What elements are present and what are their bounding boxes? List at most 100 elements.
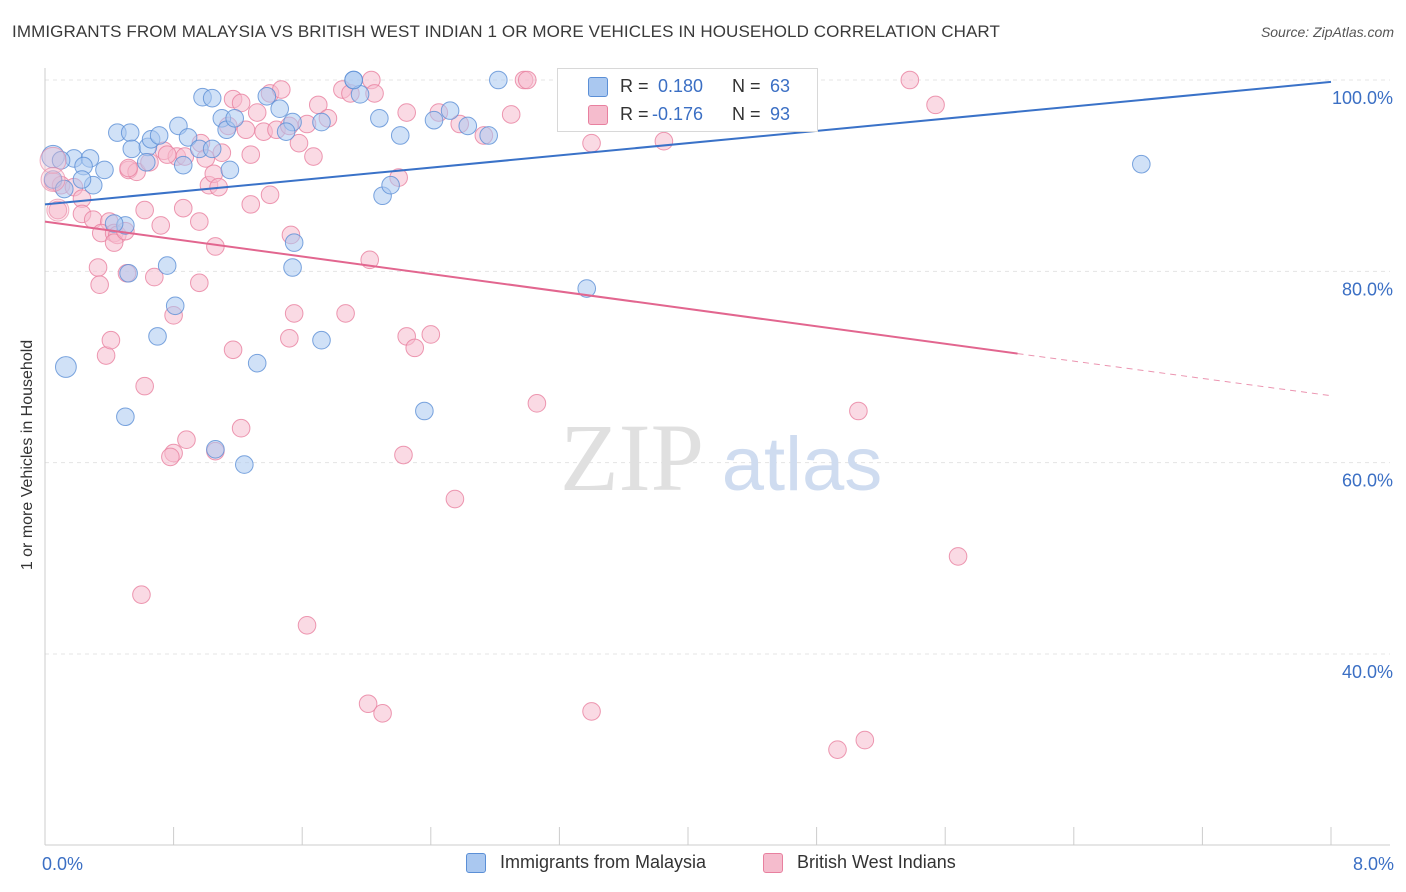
malaysia-point [424, 110, 444, 130]
bwi-point [145, 267, 164, 287]
n-label: N = [732, 104, 761, 124]
malaysia-point [178, 128, 198, 147]
malaysia-point [312, 112, 331, 132]
bwi-point [173, 198, 193, 218]
malaysia-point [381, 175, 400, 195]
malaysia-point [344, 70, 363, 90]
bwi-point [223, 340, 243, 360]
malaysia-point [257, 86, 277, 106]
bwi-point [405, 338, 425, 358]
malaysia-point [165, 296, 185, 316]
y-axis-label: 1 or more Vehicles in Household [19, 339, 36, 571]
bwi-point [39, 146, 67, 174]
malaysia-point [276, 122, 296, 141]
malaysia-point [220, 160, 240, 180]
malaysia-point [390, 126, 410, 145]
r-value: -0.176 [652, 104, 704, 124]
x-tick-label: 8.0% [1353, 854, 1394, 874]
malaysia-point [157, 256, 177, 275]
malaysia-point [95, 160, 114, 180]
bwi-point [421, 325, 441, 344]
y-tick-label: 100.0% [1332, 88, 1393, 108]
malaysia-point [149, 126, 169, 145]
bwi-point [241, 145, 261, 164]
malaysia-point [479, 126, 498, 145]
gridlines [45, 79, 1390, 655]
bwi-point [517, 70, 537, 90]
bwi-point [177, 430, 196, 450]
malaysia-point [1132, 154, 1151, 174]
malaysia-point [458, 116, 478, 136]
bwi-point [394, 445, 413, 465]
y-tick-label: 40.0% [1342, 662, 1393, 682]
malaysia-point [122, 139, 142, 159]
bwi-point [88, 258, 108, 277]
malaysia-trend-line [44, 80, 1332, 206]
malaysia-point [247, 353, 267, 373]
malaysia-point [72, 170, 92, 189]
malaysia-point [489, 70, 508, 90]
bwi-point [151, 216, 171, 235]
bwi-point [297, 616, 317, 635]
malaysia-point [284, 233, 304, 252]
malaysia-point [148, 327, 167, 346]
malaysia-point [173, 155, 193, 175]
bwi-point [135, 200, 154, 220]
bwi-point [231, 418, 251, 438]
legend-row-bwi: R = -0.176 N = 93 [558, 101, 817, 127]
malaysia-point [415, 401, 434, 421]
malaysia-point [120, 123, 140, 142]
malaysia-point [270, 99, 289, 118]
bwi-point [241, 195, 261, 214]
bwi-point [445, 489, 465, 509]
bwi-point [48, 200, 68, 220]
pink-swatch [763, 853, 783, 873]
bwi-point [119, 158, 138, 178]
bwi-point [132, 585, 151, 604]
blue-swatch [466, 853, 486, 873]
bwi-point [40, 166, 66, 192]
blue-swatch [588, 77, 608, 97]
bwi-point [336, 304, 355, 323]
malaysia-point [202, 88, 222, 108]
bwi-point [582, 133, 601, 153]
bwi-point [260, 185, 280, 205]
legend-row-malaysia: R = 0.180 N = 63 [558, 73, 817, 99]
malaysia-point [116, 407, 135, 427]
n-value: 93 [770, 104, 791, 124]
bwi-trend-extension [1017, 353, 1332, 397]
malaysia-point [440, 101, 460, 120]
malaysia-point [283, 258, 302, 277]
bwi-point [358, 694, 378, 714]
malaysia-point [312, 330, 331, 350]
bwi-trend-line [44, 220, 1018, 355]
bwi-point [289, 133, 309, 153]
malaysia-point [235, 455, 254, 474]
bwi-point [849, 401, 868, 421]
bwi-point [582, 702, 601, 721]
watermark-zip: ZIP [560, 404, 704, 511]
y-tick-label: 80.0% [1342, 279, 1393, 299]
axes [44, 68, 1390, 846]
bwi-point [90, 275, 109, 295]
correlation-legend: R = 0.180 N = 63 R = -0.176 N = 93 [557, 68, 818, 132]
bwi-point [501, 105, 521, 124]
bwi-point [101, 330, 121, 350]
chart-title: IMMIGRANTS FROM MALAYSIA VS BRITISH WEST… [12, 22, 1000, 41]
bwi-point [926, 95, 945, 115]
bwi-point [161, 447, 180, 467]
y-tick-label: 60.0% [1342, 471, 1393, 491]
legend-label: Immigrants from Malaysia [500, 852, 707, 872]
malaysia-point [54, 356, 77, 378]
bwi-point [948, 547, 968, 566]
malaysia-point [225, 108, 244, 128]
watermark: ZIP atlas [560, 404, 882, 511]
bwi-point [373, 704, 392, 723]
bwi-point [284, 304, 304, 323]
legend-label: British West Indians [797, 852, 956, 872]
malaysia-point [54, 179, 74, 199]
bwi-point [135, 376, 154, 396]
n-label: N = [732, 76, 761, 96]
bwi-point [190, 212, 209, 231]
